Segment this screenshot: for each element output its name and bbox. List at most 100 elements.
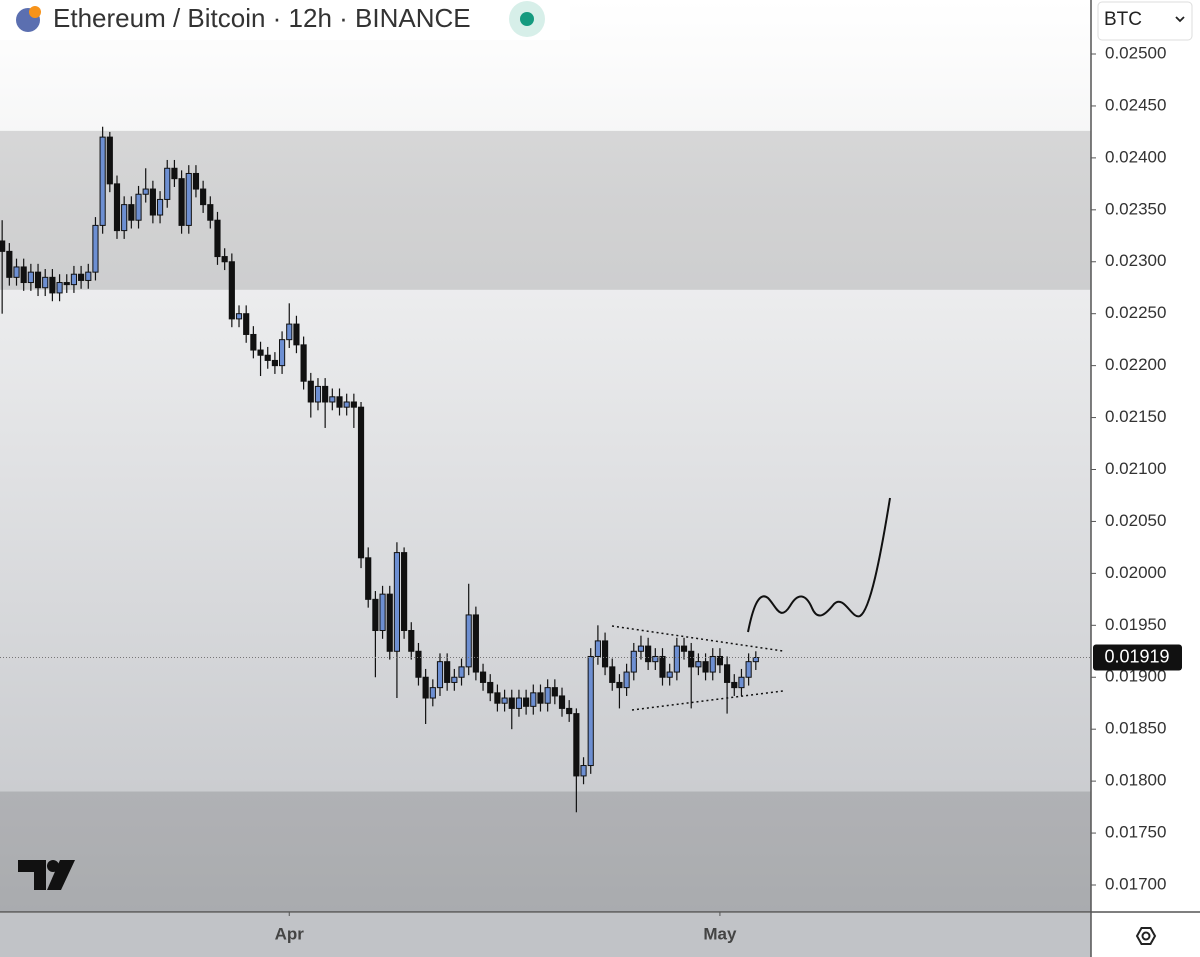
candle-body (436, 661, 444, 689)
candle-body (609, 666, 616, 683)
candle-body (200, 188, 207, 206)
last-price-label: 0.01919 (1104, 646, 1169, 666)
candle-body (142, 188, 149, 195)
tv-logo-t (18, 860, 46, 890)
candle-body (716, 655, 724, 666)
zone (0, 791, 1091, 912)
candle-body (243, 313, 250, 335)
candle-body (501, 697, 508, 704)
y-tick-label: 0.02500 (1105, 43, 1166, 62)
tv-logo (18, 860, 75, 890)
candle-body (42, 276, 49, 289)
candle-body (673, 645, 680, 673)
y-tick-label: 0.02300 (1105, 251, 1166, 270)
candle-body (300, 344, 307, 382)
candle-body (566, 707, 573, 715)
candle-body (13, 266, 20, 278)
candle-body (472, 614, 479, 673)
candle-body (738, 676, 745, 689)
y-tick-label: 0.02150 (1105, 407, 1166, 426)
candle-body (637, 645, 645, 652)
y-tick-label: 0.01800 (1105, 771, 1166, 790)
candle-body (70, 273, 78, 286)
candle-body (185, 172, 192, 226)
x-tick-label: Apr (275, 924, 305, 943)
tv-logo-v (47, 860, 75, 890)
y-tick-label: 0.02250 (1105, 303, 1166, 322)
candle-body (458, 666, 465, 678)
settings-icon-center (1141, 931, 1151, 941)
candle-body (623, 671, 630, 689)
candle-body (709, 655, 716, 673)
currency-label: BTC (1104, 9, 1142, 30)
candle-body (731, 681, 738, 689)
candle-body (408, 630, 415, 652)
candle-body (601, 640, 609, 668)
candle-body (49, 276, 56, 294)
triangle-top (611, 625, 784, 652)
candle-body (106, 136, 113, 185)
candle-body (422, 676, 429, 699)
candle-body (752, 657, 759, 663)
candle-body (135, 193, 142, 221)
btc-icon (29, 6, 41, 18)
y-tick-label: 0.02400 (1105, 147, 1166, 166)
candle-body (85, 271, 92, 281)
candle-body (171, 167, 178, 180)
candle-body (630, 650, 637, 673)
candle-body (264, 354, 271, 361)
candle-body (523, 697, 530, 707)
candle-body (278, 339, 286, 367)
candle-body (336, 396, 343, 408)
candle-body (56, 282, 63, 294)
candle-body (666, 671, 673, 678)
candle-body (451, 676, 458, 683)
candle-body (745, 661, 752, 678)
candle-body (544, 687, 551, 704)
candle-body (372, 598, 379, 632)
candle-body (6, 250, 13, 278)
candle-body (594, 640, 601, 657)
candle-body (250, 333, 257, 351)
candle-body (178, 178, 185, 226)
candle-body (357, 406, 365, 559)
candle-body (551, 687, 558, 697)
candle-body (379, 593, 386, 632)
dropdown-arrow (1175, 16, 1185, 23)
candle-body (271, 359, 278, 367)
candle-body (695, 661, 702, 668)
candle-body (393, 552, 401, 652)
candle-body (214, 219, 221, 258)
candle-body (645, 645, 652, 663)
last-price-box (1093, 644, 1182, 671)
settings-icon[interactable] (1135, 927, 1157, 945)
y-tick-label: 0.01700 (1105, 874, 1166, 893)
candle-body (365, 557, 372, 600)
candle-body (444, 661, 451, 683)
candle-body (207, 204, 214, 221)
y-tick-label: 0.02450 (1105, 95, 1166, 114)
candle-body (286, 323, 293, 341)
candle-body (515, 697, 523, 709)
candle-body (616, 681, 623, 689)
candle-body (293, 323, 300, 346)
currency-select[interactable] (1097, 1, 1193, 41)
y-tick-label: 0.02000 (1105, 563, 1166, 582)
candle-body (587, 655, 594, 767)
candle-body (479, 671, 487, 683)
candle-body (322, 385, 329, 403)
candle-body (386, 593, 393, 652)
candle-body (27, 271, 34, 284)
candle-body (343, 401, 350, 408)
y-tick-label: 0.02200 (1105, 355, 1166, 374)
candle-body (63, 282, 70, 286)
candle-body (121, 204, 128, 232)
y-tick-label: 0.02050 (1105, 511, 1166, 530)
x-tick-label: May (703, 924, 737, 943)
candle-body (558, 695, 566, 709)
zone (0, 130, 1091, 290)
candle-body (680, 645, 688, 652)
candle-body (128, 204, 135, 221)
header-bg (0, 0, 570, 40)
